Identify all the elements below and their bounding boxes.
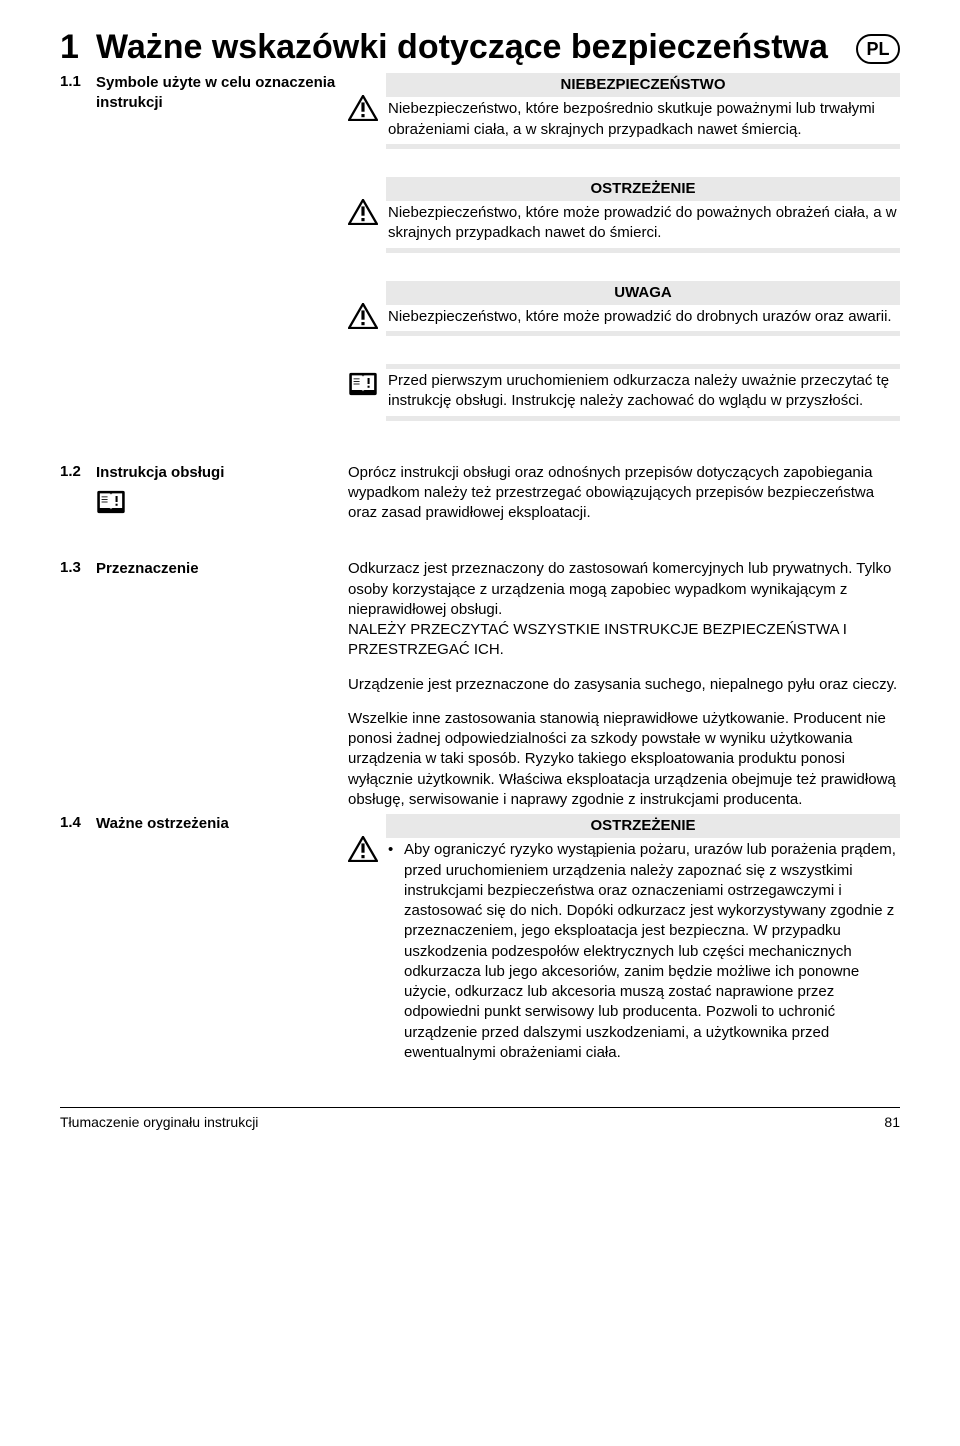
title-text: Ważne wskazówki dotyczące bezpieczeństwa <box>96 28 828 66</box>
caution-title: UWAGA <box>386 281 900 305</box>
warning-title: OSTRZEŻENIE <box>386 177 900 201</box>
separator <box>386 248 900 253</box>
paragraph: Odkurzacz jest przeznaczony do zastosowa… <box>348 559 900 660</box>
list-item: Aby ograniczyć ryzyko wystąpienia pożaru… <box>386 840 898 1063</box>
page-footer: Tłumaczenie oryginału instrukcji 81 <box>60 1107 900 1130</box>
warning-triangle-icon <box>348 199 378 231</box>
page-title: 1Ważne wskazówki dotyczące bezpieczeństw… <box>60 28 844 67</box>
section-number: 1.3 <box>60 559 96 579</box>
manual-book-icon <box>96 490 126 519</box>
language-badge: PL <box>856 34 900 64</box>
section-number: 1.2 <box>60 463 96 483</box>
warning-body: Niebezpieczeństwo, które może prowadzić … <box>386 203 900 246</box>
warning-box: OSTRZEŻENIE Aby ograniczyć ryzyko wystąp… <box>348 814 900 1065</box>
warning-triangle-icon <box>348 303 378 335</box>
section-label: Symbole użyte w celu oznaczenia instrukc… <box>96 73 338 112</box>
section-label: Ważne ostrzeżenia <box>96 814 229 834</box>
paragraph: Urządzenie jest przeznaczone do zasysani… <box>348 675 900 695</box>
manual-book-icon <box>348 372 378 402</box>
footer-left: Tłumaczenie oryginału instrukcji <box>60 1114 258 1130</box>
warning-triangle-icon <box>348 95 378 127</box>
note-box: Przed pierwszym uruchomieniem odkurzacza… <box>348 364 900 421</box>
paragraph: Wszelkie inne zastosowania stanowią niep… <box>348 709 900 810</box>
note-body: Przed pierwszym uruchomieniem odkurzacza… <box>386 371 900 414</box>
section-number: 1.4 <box>60 814 96 834</box>
separator <box>386 144 900 149</box>
warning-triangle-icon <box>348 836 378 868</box>
section-body: Oprócz instrukcji obsługi oraz odnośnych… <box>348 463 900 524</box>
footer-page-number: 81 <box>884 1114 900 1130</box>
warning-list: Aby ograniczyć ryzyko wystąpienia pożaru… <box>386 840 900 1065</box>
danger-box: NIEBEZPIECZEŃSTWO Niebezpieczeństwo, któ… <box>348 73 900 149</box>
danger-title: NIEBEZPIECZEŃSTWO <box>386 73 900 97</box>
warning-title: OSTRZEŻENIE <box>386 814 900 838</box>
caution-box: UWAGA Niebezpieczeństwo, które może prow… <box>348 281 900 337</box>
section-label: Instrukcja obsługi <box>96 463 224 483</box>
section-label: Przeznaczenie <box>96 559 199 579</box>
caution-body: Niebezpieczeństwo, które może prowadzić … <box>386 307 900 329</box>
warning-box: OSTRZEŻENIE Niebezpieczeństwo, które moż… <box>348 177 900 253</box>
danger-body: Niebezpieczeństwo, które bezpośrednio sk… <box>386 99 900 142</box>
title-number: 1 <box>60 28 96 67</box>
section-number: 1.1 <box>60 73 96 112</box>
separator <box>386 331 900 336</box>
separator <box>386 416 900 421</box>
separator <box>386 364 900 369</box>
